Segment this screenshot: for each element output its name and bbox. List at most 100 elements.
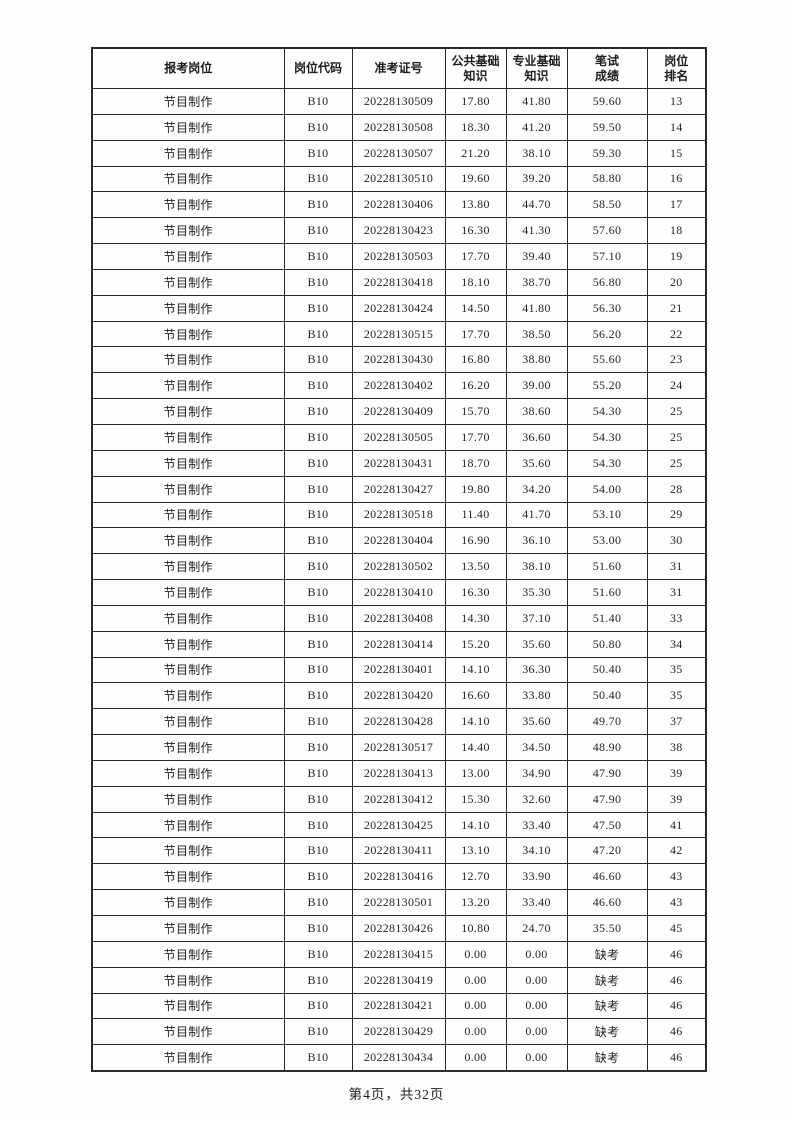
- cell-position: 节目制作: [91, 501, 285, 529]
- cell-position: 节目制作: [91, 527, 285, 555]
- cell-written-score: 57.10: [566, 243, 648, 270]
- cell-written-score: 35.50: [566, 915, 648, 942]
- cell-major-basic-score: 39.40: [505, 243, 568, 270]
- cell-major-basic-score: 35.60: [505, 708, 568, 736]
- cell-rank: 39: [646, 785, 707, 813]
- cell-position: 节目制作: [91, 1044, 285, 1072]
- table-row: 节目制作 B10 20228130419 0.00 0.00 缺考 46: [91, 966, 707, 994]
- cell-ticket-number: 20228130515: [351, 320, 446, 348]
- cell-ticket-number: 20228130409: [351, 398, 446, 425]
- cell-position: 节目制作: [91, 992, 285, 1020]
- cell-rank: 46: [646, 1018, 707, 1046]
- cell-rank: 22: [646, 320, 707, 348]
- cell-written-score: 56.30: [566, 294, 648, 322]
- cell-major-basic-score: 33.80: [505, 682, 568, 710]
- cell-ticket-number: 20228130428: [351, 708, 446, 736]
- table-row: 节目制作 B10 20228130515 17.70 38.50 56.20 22: [91, 320, 707, 348]
- cell-job-code: B10: [283, 268, 353, 296]
- cell-written-score: 55.20: [566, 372, 648, 400]
- cell-job-code: B10: [283, 992, 353, 1020]
- cell-written-score: 53.10: [566, 501, 648, 529]
- cell-position: 节目制作: [91, 217, 285, 245]
- cell-written-score: 缺考: [566, 1018, 648, 1046]
- cell-public-basic-score: 14.50: [444, 294, 507, 322]
- cell-position: 节目制作: [91, 191, 285, 219]
- cell-rank: 46: [646, 1044, 707, 1072]
- cell-written-score: 缺考: [566, 992, 648, 1020]
- cell-public-basic-score: 17.70: [444, 320, 507, 348]
- table-row: 节目制作 B10 20228130424 14.50 41.80 56.30 21: [91, 294, 707, 322]
- cell-public-basic-score: 16.60: [444, 682, 507, 710]
- cell-major-basic-score: 24.70: [505, 915, 568, 942]
- cell-rank: 46: [646, 966, 707, 994]
- column-header-position: 报考岗位: [91, 47, 285, 89]
- cell-position: 节目制作: [91, 656, 285, 684]
- cell-rank: 14: [646, 113, 707, 141]
- cell-ticket-number: 20228130421: [351, 992, 446, 1020]
- cell-ticket-number: 20228130423: [351, 217, 446, 245]
- cell-job-code: B10: [283, 320, 353, 348]
- cell-written-score: 58.80: [566, 165, 648, 193]
- cell-position: 节目制作: [91, 785, 285, 813]
- cell-rank: 28: [646, 475, 707, 503]
- cell-rank: 35: [646, 656, 707, 684]
- cell-ticket-number: 20228130426: [351, 915, 446, 942]
- table-row: 节目制作 B10 20228130501 13.20 33.40 46.60 43: [91, 889, 707, 916]
- cell-position: 节目制作: [91, 579, 285, 606]
- cell-rank: 43: [646, 863, 707, 891]
- cell-rank: 17: [646, 191, 707, 219]
- cell-job-code: B10: [283, 837, 353, 865]
- table-row: 节目制作 B10 20228130510 19.60 39.20 58.80 16: [91, 165, 707, 193]
- column-header-job-code: 岗位代码: [283, 47, 353, 89]
- table-row: 节目制作 B10 20228130411 13.10 34.10 47.20 42: [91, 837, 707, 865]
- cell-job-code: B10: [283, 966, 353, 994]
- cell-public-basic-score: 14.40: [444, 734, 507, 761]
- cell-written-score: 54.00: [566, 475, 648, 503]
- cell-position: 节目制作: [91, 889, 285, 916]
- cell-job-code: B10: [283, 604, 353, 632]
- cell-job-code: B10: [283, 553, 353, 581]
- cell-position: 节目制作: [91, 88, 285, 115]
- cell-rank: 16: [646, 165, 707, 193]
- table-row: 节目制作 B10 20228130430 16.80 38.80 55.60 23: [91, 346, 707, 374]
- cell-major-basic-score: 41.70: [505, 501, 568, 529]
- cell-ticket-number: 20228130401: [351, 656, 446, 684]
- cell-ticket-number: 20228130518: [351, 501, 446, 529]
- cell-rank: 13: [646, 88, 707, 115]
- cell-public-basic-score: 19.80: [444, 475, 507, 503]
- cell-written-score: 缺考: [566, 966, 648, 994]
- cell-rank: 34: [646, 630, 707, 658]
- cell-public-basic-score: 16.30: [444, 579, 507, 606]
- cell-job-code: B10: [283, 449, 353, 477]
- cell-public-basic-score: 19.60: [444, 165, 507, 193]
- cell-major-basic-score: 33.40: [505, 889, 568, 916]
- cell-job-code: B10: [283, 889, 353, 916]
- cell-job-code: B10: [283, 940, 353, 968]
- cell-position: 节目制作: [91, 113, 285, 141]
- cell-written-score: 59.50: [566, 113, 648, 141]
- cell-ticket-number: 20228130427: [351, 475, 446, 503]
- cell-written-score: 51.40: [566, 604, 648, 632]
- cell-position: 节目制作: [91, 449, 285, 477]
- cell-written-score: 50.40: [566, 656, 648, 684]
- cell-ticket-number: 20228130419: [351, 966, 446, 994]
- cell-ticket-number: 20228130434: [351, 1044, 446, 1072]
- cell-ticket-number: 20228130510: [351, 165, 446, 193]
- table-row: 节目制作 B10 20228130427 19.80 34.20 54.00 28: [91, 475, 707, 503]
- table-row: 节目制作 B10 20228130425 14.10 33.40 47.50 41: [91, 811, 707, 839]
- cell-public-basic-score: 16.20: [444, 372, 507, 400]
- cell-written-score: 47.90: [566, 759, 648, 787]
- cell-public-basic-score: 15.70: [444, 398, 507, 425]
- cell-position: 节目制作: [91, 837, 285, 865]
- cell-written-score: 缺考: [566, 1044, 648, 1072]
- table-row: 节目制作 B10 20228130401 14.10 36.30 50.40 35: [91, 656, 707, 684]
- cell-written-score: 58.50: [566, 191, 648, 219]
- cell-job-code: B10: [283, 165, 353, 193]
- cell-major-basic-score: 36.60: [505, 423, 568, 451]
- cell-job-code: B10: [283, 139, 353, 167]
- cell-ticket-number: 20228130413: [351, 759, 446, 787]
- table-row: 节目制作 B10 20228130428 14.10 35.60 49.70 37: [91, 708, 707, 736]
- cell-ticket-number: 20228130424: [351, 294, 446, 322]
- cell-public-basic-score: 17.80: [444, 88, 507, 115]
- table-row: 节目制作 B10 20228130418 18.10 38.70 56.80 20: [91, 268, 707, 296]
